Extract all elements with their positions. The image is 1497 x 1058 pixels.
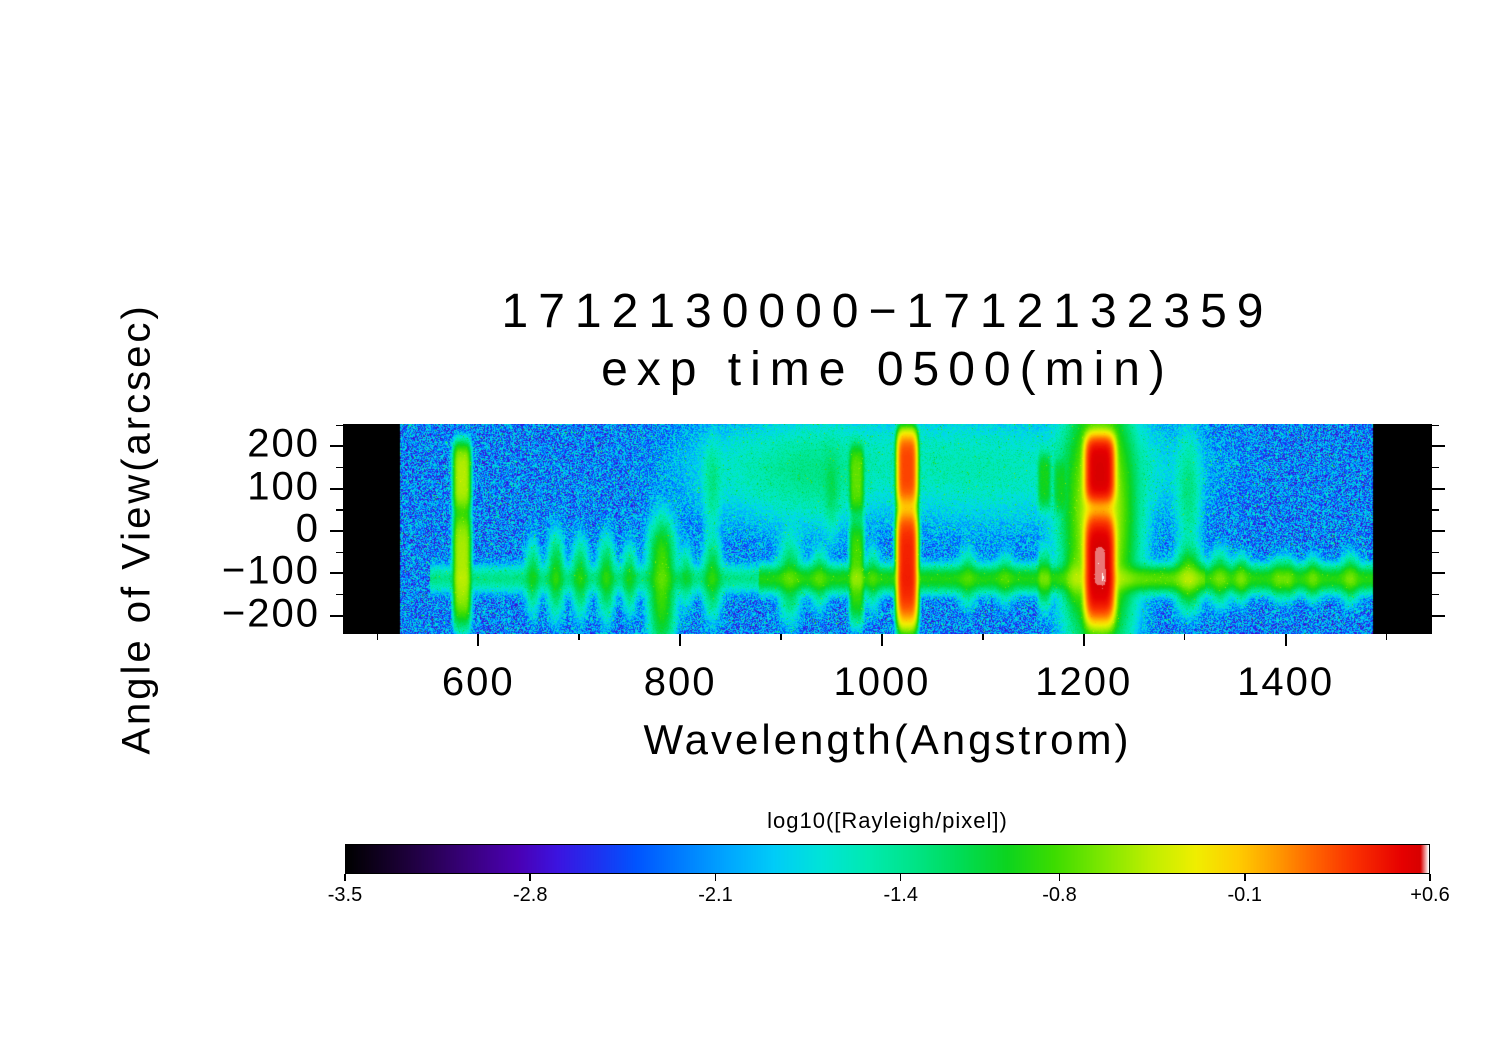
colorbar-tick	[529, 874, 531, 881]
x-axis-minor-tick	[1183, 634, 1186, 640]
y-axis-tick-left	[330, 572, 343, 575]
x-axis-tick	[1284, 634, 1287, 646]
y-axis-minor-tick-right	[1432, 551, 1439, 554]
colorbar-canvas	[346, 845, 1429, 873]
colorbar-tick-label: -1.4	[883, 884, 918, 906]
colorbar-tick-label: +0.6	[1410, 884, 1450, 906]
y-axis-minor-tick-right	[1432, 509, 1439, 511]
colorbar-tick-label: -2.1	[698, 884, 733, 906]
x-axis-tick	[1082, 634, 1085, 646]
x-tick-label: 1200	[1035, 660, 1133, 704]
colorbar-tick-label: -2.8	[513, 884, 548, 906]
x-tick-label: 1000	[833, 660, 931, 704]
y-axis-tick-right	[1432, 572, 1445, 575]
y-axis-minor-tick-left	[336, 551, 343, 554]
x-axis-tick	[880, 634, 883, 646]
x-tick-label: 1400	[1237, 660, 1335, 704]
x-tick-label: 800	[643, 660, 717, 704]
colorbar-tick	[1058, 874, 1061, 881]
plot-title: 1712130000−1712132359	[501, 285, 1274, 338]
colorbar-tick-label: -0.8	[1042, 884, 1077, 906]
y-axis-tick-right	[1432, 445, 1445, 448]
colorbar-tick-label: -0.1	[1227, 884, 1262, 906]
colorbar-tick	[1244, 874, 1246, 881]
y-axis-tick-right	[1432, 614, 1445, 617]
colorbar-label: log10([Rayleigh/pixel])	[767, 808, 1008, 833]
y-tick-label: 100	[247, 464, 320, 509]
colorbar	[345, 844, 1430, 874]
colorbar-tick-label: -3.5	[327, 884, 363, 906]
x-axis-minor-tick	[376, 634, 379, 640]
y-axis-minor-tick-left	[336, 466, 343, 469]
y-axis-tick-left	[330, 487, 343, 490]
spectrogram-image-area	[343, 424, 1432, 634]
colorbar-tick	[899, 874, 902, 881]
y-axis-minor-tick-right	[1432, 424, 1439, 427]
y-tick-label: −200	[221, 591, 320, 636]
y-tick-label: 200	[247, 422, 320, 467]
y-axis-tick-right	[1432, 487, 1445, 490]
y-axis-minor-tick-right	[1432, 466, 1439, 469]
x-axis-label: Wavelength(Angstrom)	[643, 716, 1132, 763]
x-axis-minor-tick	[982, 634, 984, 640]
y-tick-label: −100	[221, 549, 320, 594]
y-axis-tick-left	[330, 445, 343, 448]
x-axis-tick	[477, 634, 480, 646]
colorbar-tick	[344, 874, 346, 881]
y-axis-tick-right	[1432, 530, 1445, 533]
y-tick-label: 0	[295, 506, 320, 551]
x-axis-tick	[679, 634, 682, 646]
y-axis-tick-left	[330, 614, 343, 617]
x-axis-minor-tick	[780, 634, 782, 640]
heatmap-canvas	[343, 424, 1432, 634]
y-axis-minor-tick-right	[1432, 593, 1439, 596]
x-axis-minor-tick	[578, 634, 580, 640]
y-axis-minor-tick-left	[336, 424, 343, 427]
colorbar-tick	[714, 874, 717, 881]
y-axis-tick-left	[330, 530, 343, 533]
colorbar-tick	[1429, 874, 1431, 881]
x-tick-label: 600	[441, 660, 515, 704]
y-axis-minor-tick-left	[336, 509, 343, 511]
x-axis-minor-tick	[1385, 634, 1388, 640]
y-axis-minor-tick-left	[336, 593, 343, 596]
plot-subtitle: exp time 0500(min)	[601, 343, 1174, 396]
